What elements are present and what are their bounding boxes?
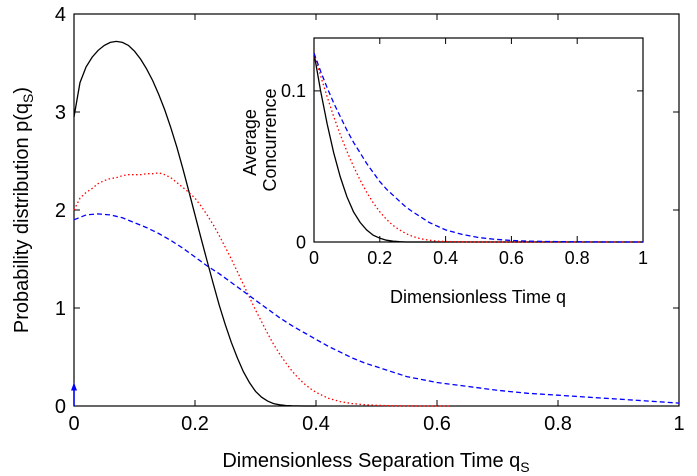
main-y-axis-label-suffix: ) [11,87,33,94]
main-y-tick-label: 3 [55,102,66,124]
main-x-tick-label: 1 [673,413,684,435]
main-x-tick-label: 0.4 [302,413,330,435]
main-y-axis-label-subscript: S [20,94,36,103]
main-x-axis-label-subscript: S [520,459,529,475]
main-marker-arrow [71,382,77,391]
main-y-axis-label: Probability distribution p(qS) [11,87,36,333]
main-series-line-1 [73,40,316,407]
inset-x-tick-label: 0.4 [433,248,458,268]
main-x-axis-label-text: Dimensionless Separation Time q [222,450,520,472]
inset-y-axis-label: Average Concurrence [240,88,280,191]
inset-x-axis-label: Dimensionless Time q [390,287,566,307]
inset-y-tick-label: 0.1 [281,81,306,101]
inset-plot: 0 0.2 0.4 0.6 0.8 1 0 0.1 Dimensionless Time q… [240,37,648,307]
inset-series-line-3 [313,52,643,243]
inset-y-axis-label-line-2: Concurrence [260,88,280,191]
main-series [71,40,680,407]
main-x-axis-label: Dimensionless Separation Time qS [222,450,529,475]
main-x-ticks: 0 0.2 0.4 0.6 0.8 1 [68,14,685,435]
inset-x-tick-label: 0.2 [367,248,392,268]
main-series-line-2 [73,172,450,407]
main-x-tick-label: 0.8 [544,413,572,435]
inset-series [313,52,643,243]
inset-x-tick-label: 0 [309,248,319,268]
main-series-line-3 [73,213,680,404]
main-y-tick-label: 1 [55,298,66,320]
main-y-tick-label: 4 [55,4,66,26]
main-y-ticks: 0 1 2 3 4 [55,4,679,418]
inset-y-tick-label: 0 [296,232,306,252]
main-x-tick-label: 0.2 [181,413,209,435]
main-plot: 0 0.2 0.4 0.6 0.8 1 0 1 2 3 4 Dimensionless Separ… [11,4,685,475]
main-x-tick-label: 0 [68,413,79,435]
main-y-axis-label-text: Probability distribution p(q [11,103,33,333]
inset-x-tick-label: 0.8 [565,248,590,268]
inset-x-ticks: 0 0.2 0.4 0.6 0.8 1 [309,38,648,268]
inset-series-line-1 [313,52,643,243]
inset-y-axis-label-line-1: Average [240,109,260,176]
main-x-tick-label: 0.6 [423,413,451,435]
inset-plot-background [314,38,643,242]
main-y-tick-label: 0 [55,396,66,418]
inset-x-tick-label: 1 [638,248,648,268]
inset-x-tick-label: 0.6 [499,248,524,268]
main-y-tick-label: 2 [55,200,66,222]
